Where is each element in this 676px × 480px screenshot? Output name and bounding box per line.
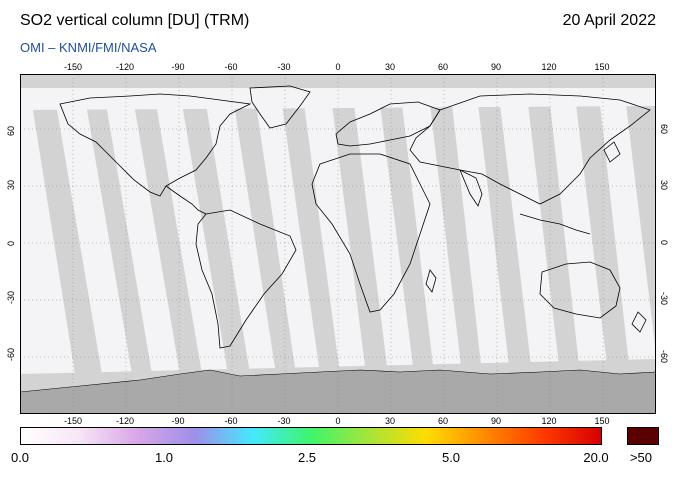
top-lon-tick: 150 [594, 62, 610, 72]
coastlines [59, 85, 651, 349]
bottom-lon-tick: -90 [171, 416, 185, 426]
left-lat-tick: 0 [6, 240, 16, 246]
asia [409, 93, 651, 205]
left-lat-tick: -60 [6, 347, 16, 361]
central-america [165, 185, 207, 215]
top-lon-tick: 0 [335, 62, 341, 72]
left-lat-tick: 60 [6, 125, 16, 136]
swath [550, 104, 608, 374]
top-lon-tick: 60 [437, 62, 449, 72]
right-lat-tick: 30 [659, 180, 669, 191]
bottom-lon-tick: 30 [384, 416, 396, 426]
madagascar [425, 269, 437, 293]
colorbar-label: 0.0 [10, 450, 30, 465]
bottom-lon-tick: -60 [224, 416, 238, 426]
top-lon-tick: -120 [115, 62, 135, 72]
bottom-lon-tick: -120 [115, 416, 135, 426]
colorbar-label: >50 [629, 450, 653, 465]
north-america [59, 93, 252, 197]
top-lon-tick: -60 [224, 62, 238, 72]
swath [600, 104, 656, 374]
arctic-cap [20, 74, 656, 88]
colorbar-label: 20.0 [583, 450, 609, 465]
africa [311, 153, 431, 313]
top-lon-tick: -150 [63, 62, 83, 72]
colorbar [20, 427, 602, 445]
top-lon-tick: 120 [541, 62, 557, 72]
bottom-lon-tick: -150 [63, 416, 83, 426]
right-lat-tick: 0 [659, 240, 669, 246]
swath [106, 104, 180, 374]
swath [206, 104, 276, 374]
south-america [195, 209, 297, 349]
colorbar-overflow [627, 427, 659, 445]
left-lat-tick: 30 [6, 179, 16, 190]
chart-date: 20 April 2022 [562, 12, 656, 29]
india [459, 169, 483, 207]
swath [256, 104, 320, 374]
left-lat-tick: -30 [6, 290, 16, 304]
top-lon-tick: -30 [277, 62, 291, 72]
indonesia [519, 213, 591, 235]
graticule [20, 74, 656, 414]
swath [354, 104, 414, 374]
swath [402, 104, 462, 374]
bottom-lon-tick: 90 [490, 416, 502, 426]
top-lon-tick: 90 [490, 62, 502, 72]
bottom-lon-tick: 0 [335, 416, 341, 426]
bottom-lon-tick: -30 [277, 416, 291, 426]
colorbar-label: 2.5 [297, 450, 317, 465]
colorbar-label: 1.0 [154, 450, 174, 465]
new-zealand [631, 311, 647, 333]
swath [304, 104, 366, 374]
australia [539, 261, 621, 319]
swath [156, 104, 228, 374]
bottom-lon-tick: 60 [437, 416, 449, 426]
japan [603, 141, 621, 163]
bottom-lon-tick: 120 [541, 416, 557, 426]
swath [56, 104, 132, 374]
top-lon-tick: -90 [171, 62, 185, 72]
chart-title: SO2 vertical column [DU] (TRM) [20, 12, 250, 29]
top-lon-tick: 30 [384, 62, 396, 72]
so2-world-map [20, 74, 656, 414]
right-lat-tick: 60 [659, 124, 669, 135]
colorbar-label: 5.0 [441, 450, 461, 465]
right-lat-tick: -60 [659, 350, 669, 364]
swath [500, 104, 560, 374]
greenland [249, 85, 311, 129]
data-credit: OMI – KNMI/FMI/NASA [20, 40, 157, 55]
bottom-lon-tick: 150 [594, 416, 610, 426]
right-lat-tick: -30 [659, 292, 669, 306]
swath [20, 104, 75, 374]
